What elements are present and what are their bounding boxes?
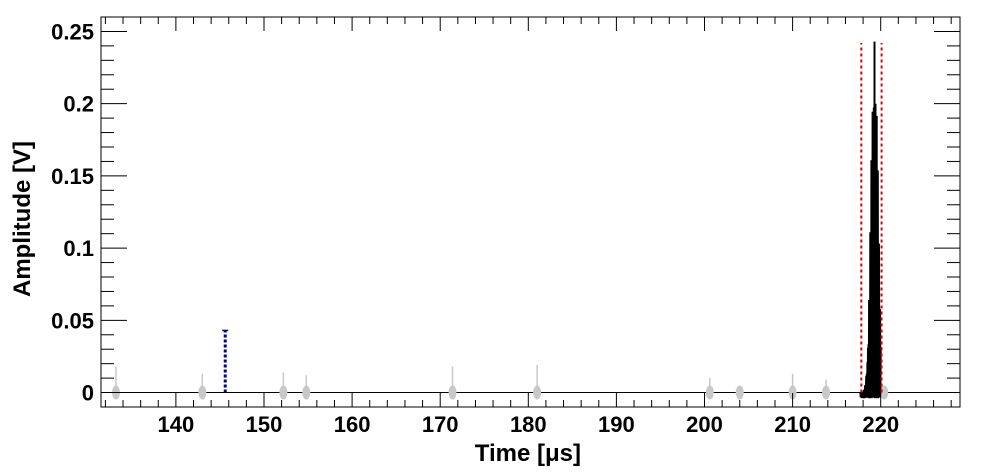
x-tick-label: 170 bbox=[422, 412, 459, 437]
noise-pulse-blob-2 bbox=[279, 385, 288, 400]
noise-pulse-blob-10 bbox=[880, 385, 889, 400]
y-tick-label: 0.15 bbox=[51, 164, 94, 189]
y-axis-label: Amplitude [V] bbox=[9, 141, 36, 297]
noise-pulse-blob-7 bbox=[735, 385, 744, 400]
x-tick-label: 160 bbox=[334, 412, 371, 437]
signal-pulse bbox=[859, 41, 882, 399]
noise-pulse-blob-8 bbox=[788, 385, 797, 400]
x-tick-label: 220 bbox=[862, 412, 899, 437]
x-tick-label: 200 bbox=[686, 412, 723, 437]
noise-pulse-blob-1 bbox=[198, 385, 207, 400]
y-tick-label: 0.1 bbox=[63, 236, 94, 261]
noise-pulse-blob-3 bbox=[302, 385, 311, 400]
y-tick-label: 0.25 bbox=[51, 19, 94, 44]
x-tick-label: 140 bbox=[158, 412, 195, 437]
x-tick-label: 150 bbox=[246, 412, 283, 437]
noise-pulse-blob-5 bbox=[533, 385, 542, 400]
x-tick-label: 210 bbox=[774, 412, 811, 437]
noise-pulse-blob-9 bbox=[822, 385, 831, 400]
noise-pulse-blob-4 bbox=[448, 385, 457, 400]
y-tick-label: 0.2 bbox=[63, 92, 94, 117]
noise-pulse-blob-6 bbox=[705, 385, 714, 400]
x-tick-label: 180 bbox=[510, 412, 547, 437]
x-axis-label: Time [μs] bbox=[475, 440, 581, 467]
axes-layer: 140 150 160 170 180 190 200 210 220 0 0.05 0.1 0.15 0… bbox=[51, 16, 960, 437]
series-layer bbox=[101, 41, 960, 400]
y-tick-label: 0.05 bbox=[51, 308, 94, 333]
plot-frame bbox=[100, 16, 961, 408]
x-tick-label: 190 bbox=[598, 412, 635, 437]
y-tick-label: 0 bbox=[82, 381, 94, 406]
plot-area bbox=[100, 16, 961, 408]
